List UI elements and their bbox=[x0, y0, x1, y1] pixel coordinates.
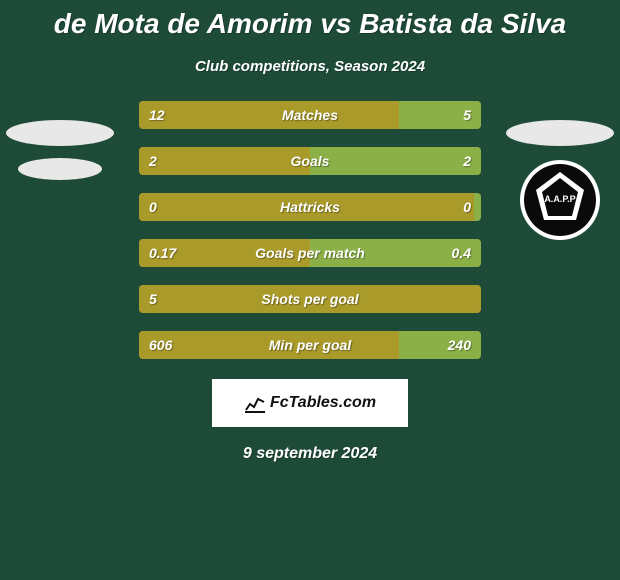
bar-segment-left bbox=[139, 101, 399, 129]
bar-segment-left bbox=[139, 285, 481, 313]
bar-segment-left bbox=[139, 331, 399, 359]
bar-segment-right bbox=[474, 193, 481, 221]
bar-segment-right bbox=[310, 239, 481, 267]
bar-segment-right bbox=[399, 331, 481, 359]
date-text: 9 september 2024 bbox=[0, 445, 620, 463]
badge-text: A.A.P.P bbox=[518, 194, 602, 204]
comparison-subtitle: Club competitions, Season 2024 bbox=[0, 58, 620, 75]
right-team-badge: A.A.P.P bbox=[518, 158, 602, 242]
bar-segment-right bbox=[399, 101, 481, 129]
right-ellipse bbox=[506, 120, 614, 146]
bar-segment-left bbox=[139, 239, 310, 267]
badge-icon bbox=[518, 158, 602, 242]
comparison-title: de Mota de Amorim vs Batista da Silva bbox=[0, 8, 620, 40]
source-text: FcTables.com bbox=[270, 394, 376, 412]
stat-row: 22Goals bbox=[139, 147, 481, 175]
bar-segment-left bbox=[139, 193, 474, 221]
right-team-logos: A.A.P.P bbox=[506, 120, 614, 242]
stats-bars: 125Matches 22Goals 00Hattricks 0.170.4Goals… bbox=[139, 101, 481, 359]
stat-row: 5Shots per goal bbox=[139, 285, 481, 313]
left-ellipse-1 bbox=[6, 120, 114, 146]
stat-row: 606240Min per goal bbox=[139, 331, 481, 359]
stat-row: 0.170.4Goals per match bbox=[139, 239, 481, 267]
stat-row: 00Hattricks bbox=[139, 193, 481, 221]
left-ellipse-2 bbox=[18, 158, 102, 180]
stat-row: 125Matches bbox=[139, 101, 481, 129]
source-box: FcTables.com bbox=[212, 379, 408, 427]
bar-segment-right bbox=[310, 147, 481, 175]
stats-comparison-card: de Mota de Amorim vs Batista da Silva Cl… bbox=[0, 0, 620, 580]
bar-segment-left bbox=[139, 147, 310, 175]
left-team-logos bbox=[6, 120, 114, 180]
chart-icon bbox=[244, 392, 266, 414]
